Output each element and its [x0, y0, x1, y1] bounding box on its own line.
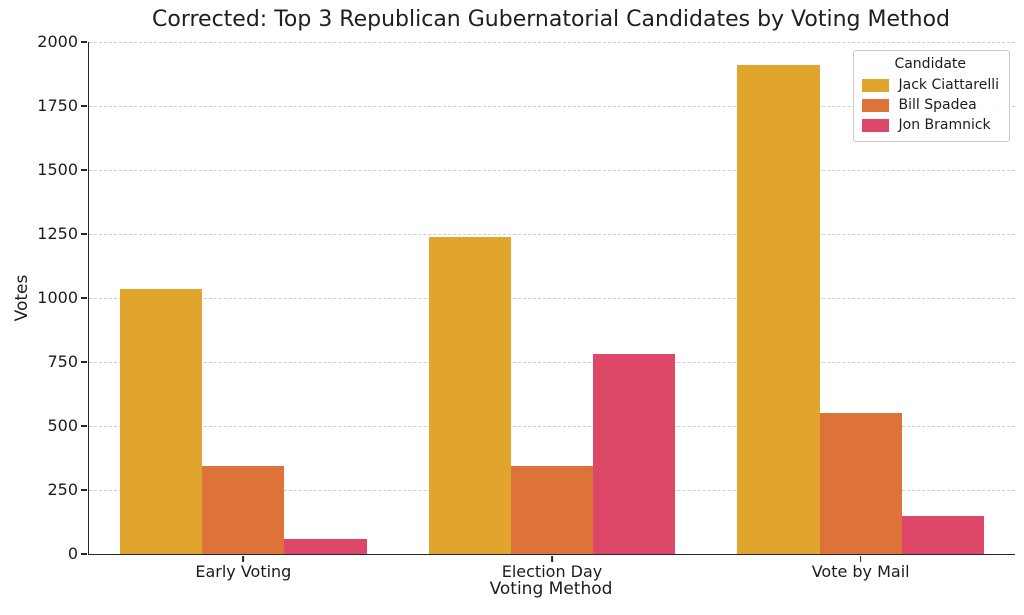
y-tick-mark [81, 41, 88, 43]
legend: Candidate Jack Ciattarelli Bill Spadea Jon… [852, 50, 1010, 142]
y-tick-mark [81, 297, 88, 299]
y-tick-label: 0 [67, 544, 78, 563]
x-tick-mark [551, 555, 553, 562]
gridline [89, 41, 1015, 43]
y-tick-label: 500 [47, 416, 78, 435]
x-tick-mark [242, 555, 245, 562]
bar-jack-ciattarelli-early-voting [119, 289, 203, 554]
gridline [89, 425, 1015, 427]
y-tick-mark [81, 425, 88, 427]
gridline [89, 105, 1015, 107]
y-tick-label: 1750 [37, 96, 78, 115]
y-tick-mark [81, 489, 88, 491]
gridline [89, 297, 1015, 299]
y-tick-mark [81, 105, 88, 107]
legend-swatch-jack-ciattarelli [861, 78, 889, 92]
x-tick-mark [859, 555, 862, 562]
x-axis-label: Voting Method [489, 579, 613, 599]
bar-group-early-voting [89, 42, 398, 554]
bar-group-election-day [398, 42, 707, 554]
legend-item-jon-bramnick: Jon Bramnick [861, 115, 1000, 135]
legend-title: Candidate [894, 56, 967, 72]
bar-jack-ciattarelli-vote-by-mail [737, 65, 820, 554]
gridline [89, 233, 1015, 235]
bar-jon-bramnick-vote-by-mail [901, 515, 985, 554]
legend-item-label: Jack Ciattarelli [898, 77, 1000, 93]
x-tick-label-vote-by-mail: Vote by Mail [811, 562, 910, 581]
gridline [89, 361, 1015, 363]
gridline [89, 169, 1015, 171]
y-tick-mark [81, 169, 88, 171]
x-tick-label-election-day: Election Day [501, 562, 603, 581]
y-tick-label: 2000 [37, 32, 78, 51]
legend-swatch-bill-spadea [861, 98, 889, 112]
legend-item-label: Bill Spadea [898, 97, 977, 113]
bar-group-vote-by-mail [706, 42, 1015, 554]
y-axis-label: Votes [12, 274, 32, 322]
chart-title: Corrected: Top 3 Republican Gubernatoria… [151, 7, 951, 32]
y-tick-mark [81, 233, 88, 235]
bar-bill-spadea-early-voting [202, 465, 285, 554]
y-tick-mark [81, 553, 88, 555]
bar-bill-spadea-election-day [510, 465, 594, 554]
y-tick-label: 1500 [37, 160, 78, 179]
legend-item-bill-spadea: Bill Spadea [861, 95, 1000, 115]
bar-jack-ciattarelli-election-day [428, 236, 511, 554]
x-tick-label-early-voting: Early Voting [195, 562, 292, 581]
legend-swatch-jon-bramnick [861, 118, 889, 132]
y-tick-label: 1000 [37, 288, 78, 307]
bar-jon-bramnick-election-day [593, 354, 676, 554]
y-tick-label: 750 [47, 352, 78, 371]
bar-bill-spadea-vote-by-mail [819, 413, 902, 554]
legend-item-jack-ciattarelli: Jack Ciattarelli [861, 75, 1000, 95]
y-tick-label: 250 [47, 480, 78, 499]
legend-item-label: Jon Bramnick [898, 117, 991, 133]
plot-area: 0 250 500 750 1000 1250 1500 1750 2000 Early Voti… [37, 33, 1015, 581]
legend-items: Jack Ciattarelli Bill Spadea Jon Bramnick [861, 75, 1000, 135]
y-tick-mark [81, 361, 88, 363]
y-tick-label: 1250 [37, 224, 78, 243]
bar-jon-bramnick-early-voting [284, 538, 367, 554]
